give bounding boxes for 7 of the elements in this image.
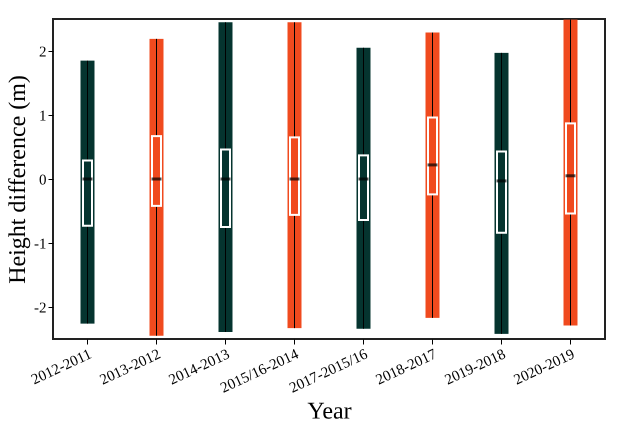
y-tick-label: 0 <box>39 172 46 188</box>
x-axis-title: Year <box>307 398 352 425</box>
y-tick-label: 2 <box>39 44 46 60</box>
y-tick-label: 1 <box>39 108 46 124</box>
y-tick-label: -1 <box>34 236 46 252</box>
y-axis-title: Height difference (m) <box>5 75 32 284</box>
y-tick-label: -2 <box>34 300 46 316</box>
